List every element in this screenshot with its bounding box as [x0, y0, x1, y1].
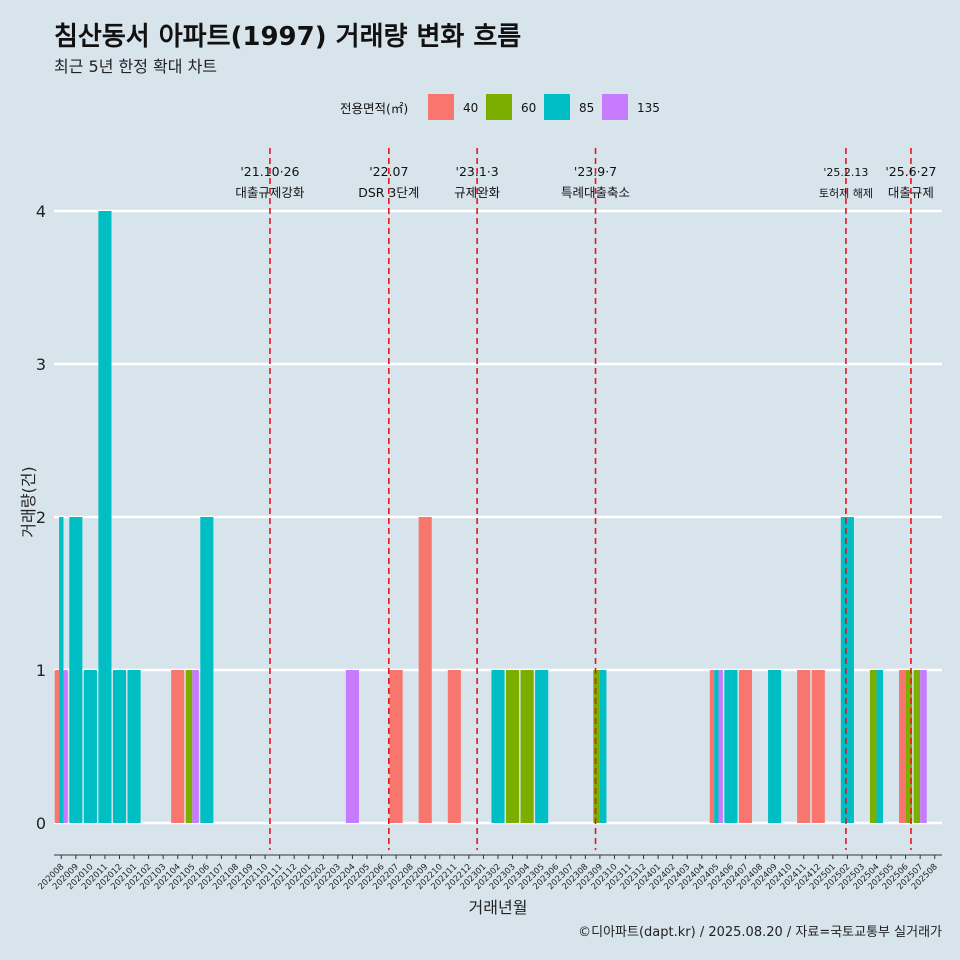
bar-135-202008	[63, 670, 68, 823]
event-label: 대출규제강화	[235, 185, 305, 200]
bar-85-202405	[714, 670, 719, 823]
y-tick-label: 4	[36, 202, 46, 221]
bar-85-202011	[98, 211, 112, 823]
event-label: 토허제 해제	[819, 186, 873, 200]
bar-40-202405	[709, 670, 715, 823]
legend-label: 40	[463, 101, 478, 115]
event-date: '25.2.13	[823, 166, 868, 179]
bar-40-202211	[447, 670, 461, 823]
bar-85-202012	[112, 670, 127, 823]
bar-60-202309	[593, 670, 600, 823]
event-date: '25.6·27	[885, 164, 936, 179]
legend-label: 85	[579, 101, 594, 115]
bar-135-202405	[718, 670, 723, 823]
bar-85-202009	[69, 517, 83, 823]
legend-label: 60	[521, 101, 536, 115]
legend-swatch-85	[544, 94, 570, 120]
event-date: '21.10·26	[240, 164, 299, 179]
bar-60-202506	[905, 670, 913, 823]
y-axis-title: 거래량(건)	[19, 466, 38, 537]
event-date: '22.07	[369, 164, 408, 179]
bar-40-202506	[899, 670, 906, 823]
x-axis-title: 거래년월	[469, 898, 528, 917]
bar-85-202010	[83, 670, 97, 823]
bar-40-202411	[797, 670, 811, 823]
bar-60-202303	[506, 670, 520, 823]
bar-85-202504	[876, 670, 884, 823]
legend-label: 135	[637, 101, 660, 115]
y-tick-label: 2	[36, 508, 46, 527]
bar-135-202507	[920, 670, 927, 823]
event-date: '23.1·3	[456, 164, 499, 179]
event-label: 규제완화	[454, 185, 501, 200]
y-tick-label: 0	[36, 814, 46, 833]
bar-85-202302	[491, 670, 505, 823]
bar-85-202101	[127, 670, 141, 823]
bar-85-202305	[535, 670, 549, 823]
bar-40-202412	[811, 670, 825, 823]
legend-swatch-60	[486, 94, 512, 120]
y-tick-label: 3	[36, 355, 46, 374]
bar-85-202406	[724, 670, 738, 823]
bar-40-202407	[738, 670, 753, 823]
bar-85-202008	[59, 517, 64, 823]
legend-title: 전용면적(㎡)	[340, 101, 408, 116]
chart-title: 침산동서 아파트(1997) 거래량 변화 흐름	[54, 22, 522, 52]
event-date: '23.9·7	[574, 164, 617, 179]
bar-85-202309	[599, 670, 607, 823]
legend-swatch-135	[602, 94, 628, 120]
bar-135-202105	[192, 670, 199, 823]
event-label: DSR 3단계	[358, 185, 419, 200]
legend-swatch-40	[428, 94, 454, 120]
bar-40-202207	[389, 670, 403, 823]
bar-85-202106	[200, 517, 214, 823]
bar-85-202502	[840, 517, 854, 823]
bar-85-202409	[768, 670, 782, 823]
bar-60-202504	[869, 670, 877, 823]
bar-135-202204	[345, 670, 359, 823]
chart-subtitle: 최근 5년 한정 확대 차트	[54, 57, 218, 76]
bar-60-202304	[520, 670, 534, 823]
event-label: 대출규제	[888, 185, 934, 200]
source-caption: ©디아파트(dapt.kr) / 2025.08.20 / 자료=국토교통부 실…	[578, 925, 942, 940]
event-label: 특례대출축소	[561, 185, 630, 200]
bar-40-202104	[171, 670, 185, 823]
bar-60-202105	[185, 670, 193, 823]
bar-40-202008	[54, 670, 60, 823]
bar-60-202507	[913, 670, 921, 823]
y-tick-label: 1	[36, 661, 46, 680]
bar-40-202209	[418, 517, 432, 823]
